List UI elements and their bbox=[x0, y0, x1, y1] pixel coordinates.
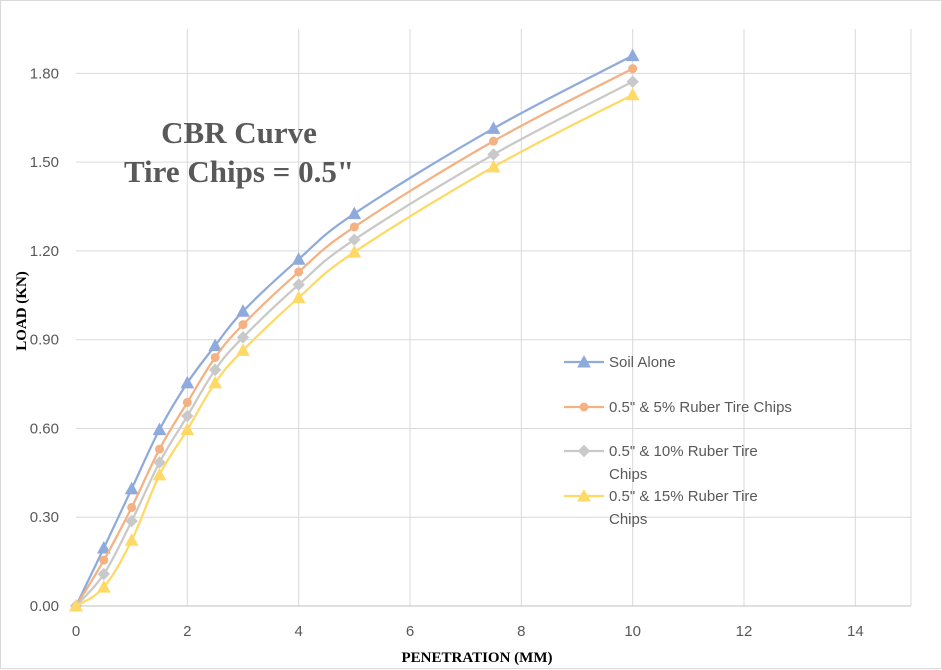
legend-item-1: Soil Alone bbox=[564, 354, 676, 371]
data-point bbox=[96, 540, 111, 554]
data-point bbox=[124, 533, 139, 546]
data-point bbox=[236, 331, 250, 344]
x-axis-title: PENETRATION (MM) bbox=[402, 650, 553, 666]
x-tick-label: 4 bbox=[294, 623, 302, 640]
data-point bbox=[486, 121, 501, 134]
series-4 bbox=[69, 87, 640, 612]
series-line bbox=[74, 54, 634, 607]
data-point bbox=[294, 267, 304, 277]
data-point bbox=[96, 580, 111, 593]
data-point bbox=[486, 159, 501, 173]
legend-label: 0.5" & 15% Ruber Tire bbox=[609, 488, 758, 505]
data-point bbox=[487, 148, 500, 161]
y-axis-title: LOAD (KN) bbox=[14, 271, 30, 351]
series-2 bbox=[71, 64, 638, 611]
data-point bbox=[625, 48, 640, 62]
data-point bbox=[182, 397, 192, 407]
data-point bbox=[626, 75, 639, 88]
data-point bbox=[127, 502, 137, 512]
data-point bbox=[291, 252, 306, 265]
data-point bbox=[97, 567, 111, 581]
legend-marker bbox=[577, 444, 591, 458]
y-tick-label: 0.60 bbox=[30, 420, 59, 437]
legend-marker bbox=[577, 354, 591, 368]
axes: 0 2 4 6 8 10 12 14 0.00 0.30 0.60 0.90 1.20 1.50 1.80 bbox=[30, 65, 911, 640]
legend-label: Chips bbox=[609, 466, 647, 483]
legend-item-3: 0.5" & 10% Ruber Tire Chips bbox=[564, 443, 758, 483]
data-point bbox=[238, 320, 248, 330]
data-point bbox=[210, 352, 220, 362]
data-point bbox=[347, 206, 362, 220]
x-tick-label: 14 bbox=[847, 623, 864, 640]
data-point bbox=[124, 481, 139, 495]
data-point bbox=[208, 375, 223, 389]
data-point bbox=[292, 278, 305, 291]
x-tick-label: 8 bbox=[517, 623, 525, 640]
legend-label: Chips bbox=[609, 511, 647, 528]
legend-label: 0.5" & 10% Ruber Tire bbox=[609, 443, 758, 460]
data-point bbox=[181, 409, 194, 423]
data-point bbox=[625, 87, 640, 101]
x-tick-label: 2 bbox=[183, 623, 191, 640]
series-3 bbox=[69, 75, 639, 613]
data-point bbox=[236, 304, 250, 317]
data-point bbox=[628, 64, 638, 74]
y-tick-label: 1.50 bbox=[30, 154, 59, 171]
data-point bbox=[291, 290, 306, 304]
legend-marker bbox=[577, 488, 591, 502]
y-tick-label: 0.30 bbox=[30, 509, 59, 526]
data-point bbox=[99, 555, 109, 565]
x-tick-label: 10 bbox=[624, 623, 641, 640]
y-tick-label: 0.90 bbox=[30, 332, 59, 349]
chart-title-line: Tire Chips = 0.5" bbox=[124, 154, 354, 189]
data-point bbox=[180, 375, 195, 389]
chart-title-line: CBR Curve bbox=[161, 115, 317, 150]
chart-title: CBR Curve Tire Chips = 0.5" bbox=[124, 115, 354, 189]
data-point bbox=[349, 222, 359, 232]
legend-label: 0.5" & 5% Ruber Tire Chips bbox=[609, 399, 792, 416]
data-point bbox=[125, 514, 138, 528]
data-point bbox=[180, 422, 195, 436]
legend-marker bbox=[579, 402, 589, 412]
data-point bbox=[69, 598, 83, 612]
data-point bbox=[208, 363, 222, 377]
data-point bbox=[208, 338, 223, 352]
data-point bbox=[236, 343, 250, 356]
series-line bbox=[75, 67, 634, 607]
data-point bbox=[152, 467, 167, 481]
legend-item-4: 0.5" & 15% Ruber Tire Chips bbox=[564, 488, 758, 528]
x-tick-label: 6 bbox=[406, 623, 414, 640]
plot-area bbox=[69, 48, 640, 613]
data-point bbox=[347, 245, 362, 258]
y-tick-label: 0.00 bbox=[30, 598, 59, 615]
x-tick-label: 0 bbox=[72, 623, 80, 640]
y-tick-label: 1.20 bbox=[30, 243, 59, 260]
data-point bbox=[489, 136, 498, 146]
y-tick-label: 1.80 bbox=[30, 65, 59, 82]
legend: Soil Alone 0.5" & 5% Ruber Tire Chips 0.5"… bbox=[564, 354, 792, 528]
legend-item-2: 0.5" & 5% Ruber Tire Chips bbox=[564, 399, 792, 416]
series-1 bbox=[69, 48, 640, 612]
data-point bbox=[155, 444, 164, 454]
data-point bbox=[152, 422, 167, 436]
x-tick-label: 12 bbox=[736, 623, 753, 640]
legend-label: Soil Alone bbox=[609, 354, 676, 371]
